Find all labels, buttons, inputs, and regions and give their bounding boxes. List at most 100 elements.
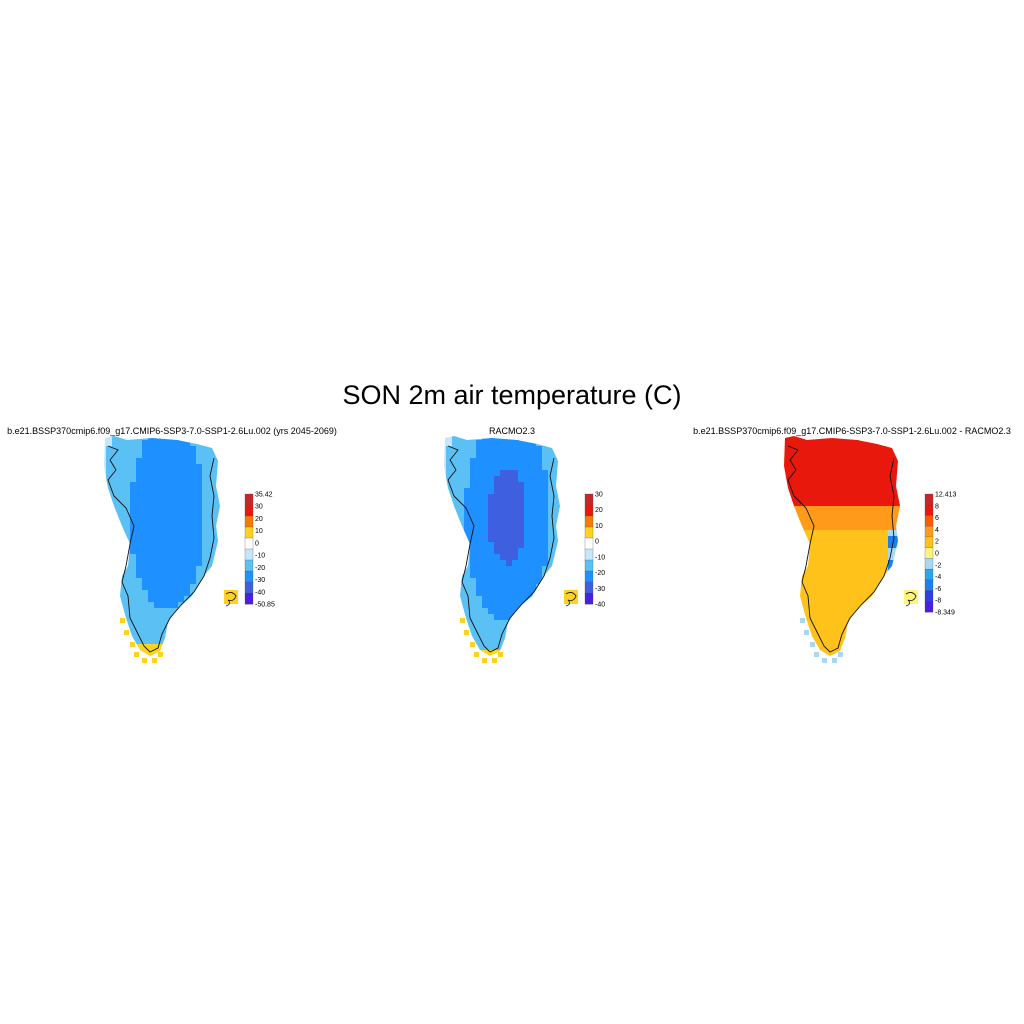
grid-cell — [530, 578, 537, 585]
grid-cell — [804, 512, 811, 519]
grid-cell — [494, 620, 501, 627]
grid-cell — [130, 554, 137, 561]
grid-cell — [852, 596, 859, 603]
grid-cell — [184, 638, 191, 645]
grid-cell — [500, 446, 507, 453]
colorbar-tick-label: 6 — [935, 515, 939, 522]
grid-cell — [524, 572, 531, 579]
grid-cell — [202, 566, 209, 573]
grid-cell — [488, 542, 495, 549]
grid-cell — [142, 650, 149, 656]
grid-cell — [512, 542, 519, 549]
grid-cell — [160, 602, 167, 609]
grid-cell — [840, 524, 847, 531]
grid-cell — [882, 620, 889, 627]
grid-cell — [106, 596, 113, 603]
grid-cell — [506, 530, 513, 537]
grid-cell — [784, 506, 787, 513]
grid-cell — [470, 560, 477, 567]
grid-cell — [208, 560, 215, 567]
grid-cell — [196, 602, 203, 609]
grid-cell — [124, 614, 131, 621]
grid-cell — [554, 470, 560, 477]
grid-cell — [798, 536, 805, 543]
grid-cell — [512, 548, 519, 555]
grid-cell — [858, 560, 865, 567]
island-patch — [564, 590, 578, 607]
grid-cell — [512, 464, 519, 471]
grid-cell — [828, 650, 835, 656]
grid-cell — [542, 638, 549, 645]
grid-cell — [178, 524, 185, 531]
grid-cell — [106, 512, 113, 519]
grid-cell — [166, 482, 173, 489]
grid-cell — [104, 452, 107, 459]
grid-cell — [488, 590, 495, 597]
grid-cell — [888, 464, 895, 471]
grid-cell — [476, 542, 483, 549]
grid-cell — [118, 440, 125, 447]
grid-cell — [160, 614, 167, 621]
grid-cell — [524, 452, 531, 459]
grid-cell — [106, 614, 113, 621]
grid-cell — [476, 488, 483, 495]
grid-cell — [112, 518, 119, 525]
grid-cell — [488, 554, 495, 561]
grid-cell — [196, 470, 203, 477]
grid-cell — [858, 548, 865, 555]
grid-cell — [220, 560, 227, 567]
grid-cell — [124, 482, 131, 489]
grid-cell — [470, 488, 477, 495]
grid-cell — [840, 572, 847, 579]
grid-cell — [118, 470, 125, 477]
grid-cell — [840, 458, 847, 465]
grid-cell — [494, 512, 501, 519]
grid-cell — [464, 518, 471, 525]
colorbar-segment — [924, 526, 934, 538]
grid-cell — [130, 602, 137, 609]
grid-cell — [148, 482, 155, 489]
grid-cell — [822, 590, 829, 597]
grid-cell — [828, 518, 835, 525]
grid-cell — [518, 644, 525, 651]
grid-cell — [190, 560, 197, 567]
grid-cell — [112, 464, 119, 471]
grid-cell — [822, 614, 829, 621]
grid-cell — [506, 644, 513, 651]
grid-cell — [792, 542, 799, 549]
grid-cell — [142, 590, 149, 597]
grid-cell — [804, 608, 811, 615]
grid-cell — [870, 488, 877, 495]
grid-cell — [160, 608, 167, 615]
grid-cell — [104, 518, 107, 525]
grid-cell — [882, 452, 889, 459]
grid-cell — [106, 572, 113, 579]
grid-cell — [112, 488, 119, 495]
grid-cell — [148, 436, 155, 441]
grid-cell — [900, 512, 907, 519]
grid-cell — [500, 572, 507, 579]
grid-cell — [506, 476, 513, 483]
grid-cell — [452, 518, 459, 525]
grid-cell — [810, 620, 817, 627]
grid-cell — [166, 590, 173, 597]
grid-cell — [816, 620, 823, 627]
grid-cell — [858, 590, 865, 597]
grid-cell — [840, 464, 847, 471]
grid-cell — [148, 452, 155, 459]
grid-cell — [130, 518, 137, 525]
grid-cell — [846, 494, 853, 501]
grid-cell — [136, 602, 143, 609]
grid-cell — [822, 476, 829, 483]
grid-cell — [488, 494, 495, 501]
grid-cell — [542, 488, 549, 495]
grid-cell — [106, 440, 113, 447]
grid-cell — [488, 500, 495, 507]
grid-cell — [482, 446, 489, 453]
grid-cell — [112, 524, 119, 531]
grid-cell — [506, 452, 513, 459]
grid-cell — [882, 560, 889, 567]
colorbar-tick-label: 0 — [595, 539, 599, 546]
grid-cell — [882, 656, 889, 663]
grid-cell — [220, 542, 227, 549]
